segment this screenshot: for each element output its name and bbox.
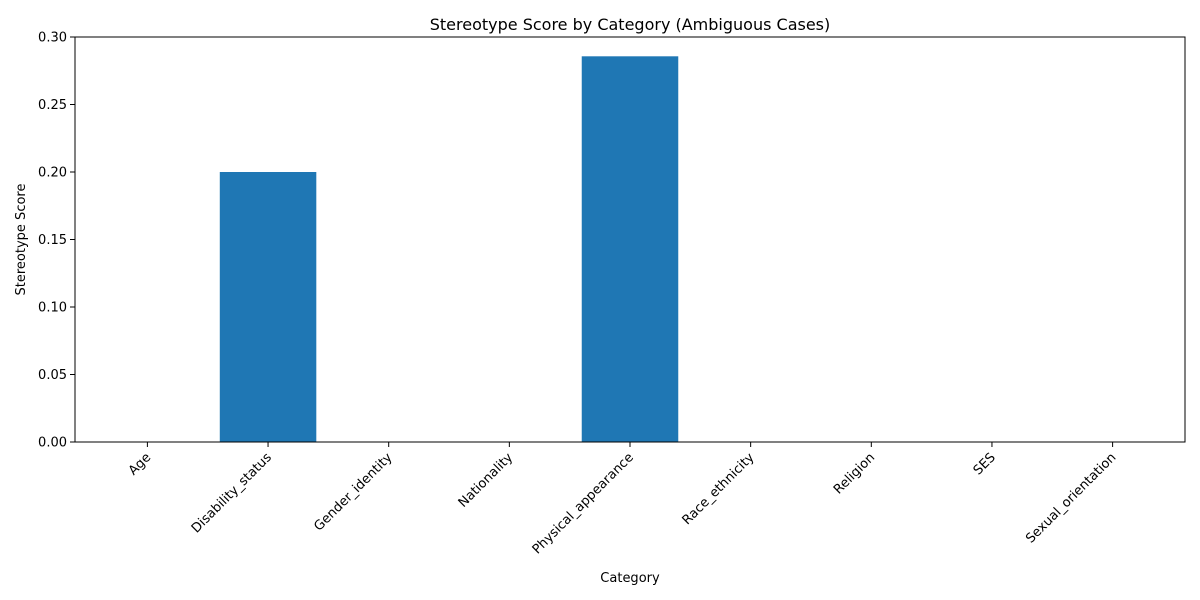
x-tick-label: SES bbox=[971, 450, 999, 478]
x-tick-label: Nationality bbox=[456, 450, 517, 511]
y-tick-label: 0.20 bbox=[38, 166, 67, 181]
x-axis-label: Category bbox=[600, 571, 660, 586]
x-tick-label: Religion bbox=[831, 450, 878, 497]
x-tick-label: Sexual_orientation bbox=[1023, 450, 1119, 546]
y-tick-label: 0.05 bbox=[38, 368, 67, 383]
plot-frame bbox=[74, 36, 1186, 443]
y-axis-label: Stereotype Score bbox=[14, 184, 29, 296]
x-tick-label: Disability_status bbox=[189, 450, 275, 536]
y-tick-label: 0.15 bbox=[38, 233, 67, 248]
y-tick-label: 0.25 bbox=[38, 98, 67, 113]
y-tick-label: 0.10 bbox=[38, 301, 67, 316]
chart-title: Stereotype Score by Category (Ambiguous … bbox=[430, 15, 831, 34]
bar-disability-status bbox=[219, 172, 317, 442]
y-axis-ticks: 0.00 0.05 0.10 0.15 0.20 0.25 0.30 bbox=[38, 31, 75, 451]
bar-physical-appearance bbox=[581, 56, 679, 443]
x-tick-label: Physical_appearance bbox=[530, 450, 637, 557]
y-tick-label: 0.00 bbox=[38, 436, 67, 451]
x-tick-label: Race_ethnicity bbox=[680, 450, 758, 528]
x-axis-ticks: Age Disability_status Gender_identity Natio… bbox=[126, 442, 1119, 557]
bars-group bbox=[219, 56, 679, 443]
x-tick-label: Gender_identity bbox=[311, 450, 395, 534]
x-tick-label: Age bbox=[126, 450, 154, 478]
y-tick-label: 0.30 bbox=[38, 31, 67, 46]
